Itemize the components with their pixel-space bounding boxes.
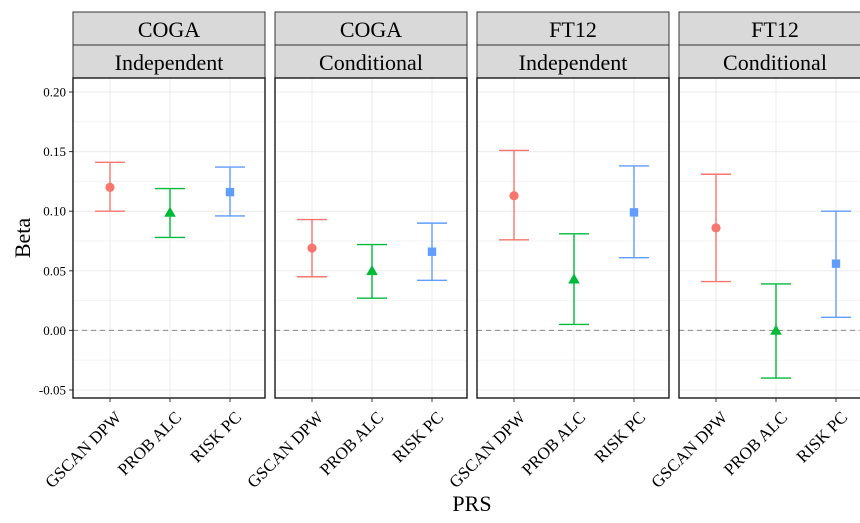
panel-border [476,77,670,399]
point-estimate-circle [711,223,721,233]
facet-strip-top-label: COGA [340,17,402,42]
point-estimate-square [225,187,235,197]
panel-background [275,78,467,398]
point-estimate-square [427,247,437,256]
x-tick-label: PROB ALC [316,408,387,479]
point-estimate-triangle [568,273,580,284]
facet-strip-top-label: COGA [138,17,200,42]
facet-strip-top [678,11,860,46]
point-estimate-square [629,208,639,217]
point-estimate-circle [509,191,519,201]
facet-strip-top-label: FT12 [549,17,597,42]
facet-strip-top-label: FT12 [751,17,799,42]
point-estimate-triangle [770,324,782,335]
facet-strip-bottom-label: Conditional [319,50,423,75]
x-tick-label: RISK PC [389,408,448,467]
x-tick-label: PROB ALC [720,408,791,479]
panel-background [477,78,669,398]
facet-strip-bottom [274,44,468,79]
panel-border [274,77,468,399]
facet-strip-bottom [72,44,266,79]
x-tick-label: PROB ALC [518,408,589,479]
x-tick-label: RISK PC [793,408,852,467]
point-estimate-circle [307,243,317,253]
point-estimate-circle [105,182,115,192]
facet-strip-bottom-label: Conditional [723,50,827,75]
x-tick-label: GSCAN DPW [243,407,328,492]
y-tick-label: 0.20 [43,85,66,100]
facet-strip-top [476,11,670,46]
y-axis-title: Beta [10,218,35,259]
facet-strip-bottom [476,44,670,79]
facet-strip-bottom-label: Independent [115,50,224,75]
x-tick-label: GSCAN DPW [445,407,530,492]
y-tick-label: 0.15 [43,144,66,159]
y-tick-label: 0.10 [43,204,66,219]
x-tick-label: GSCAN DPW [41,407,126,492]
x-tick-label: RISK PC [591,408,650,467]
x-axis-title: PRS [452,491,491,516]
point-estimate-triangle [366,265,378,276]
y-tick-label: 0.00 [43,323,66,338]
panel-background [679,78,860,398]
panel-border [678,77,860,399]
facet-strip-bottom [678,44,860,79]
x-tick-label: GSCAN DPW [647,407,732,492]
panel-border [72,77,266,399]
facet-strip-bottom-label: Independent [519,50,628,75]
y-tick-label: 0.05 [43,263,66,278]
point-estimate-square [831,259,841,268]
x-tick-label: PROB ALC [114,408,185,479]
x-tick-label: RISK PC [187,408,246,467]
y-tick-label: -0.05 [39,383,66,398]
point-estimate-triangle [164,206,176,217]
